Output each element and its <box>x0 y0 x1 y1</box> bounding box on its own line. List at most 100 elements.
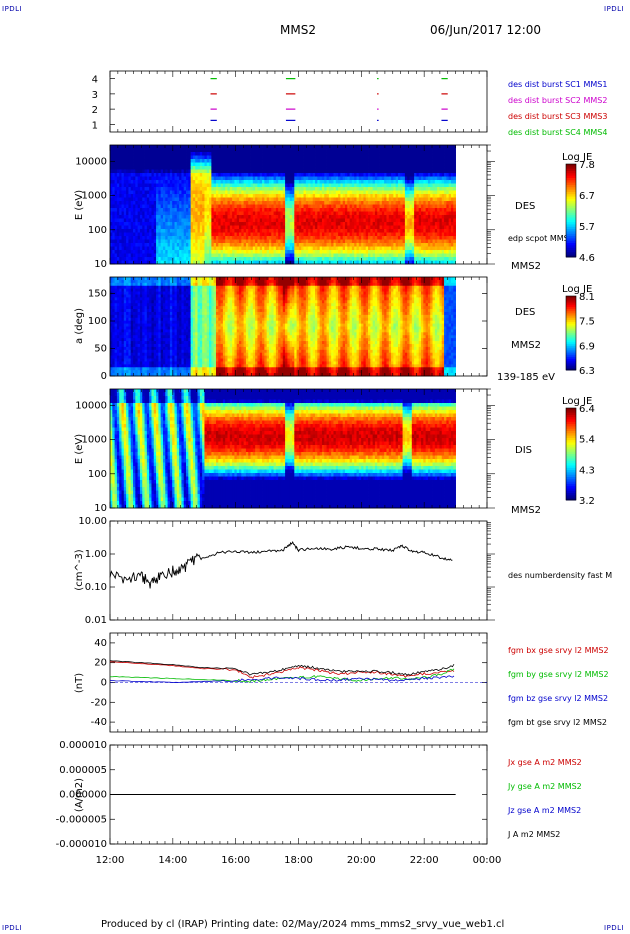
heatmap-cell <box>234 211 238 216</box>
heatmap-cell <box>271 222 274 226</box>
heatmap-cell <box>204 187 208 191</box>
heatmap-cell <box>340 173 344 177</box>
heatmap-cell <box>298 229 302 233</box>
heatmap-cell <box>126 260 129 265</box>
heatmap-cell <box>391 250 394 254</box>
heatmap-cell <box>188 236 192 240</box>
heatmap-cell <box>298 148 302 153</box>
heatmap-cell <box>234 250 238 254</box>
heatmap-cell <box>236 215 240 219</box>
heatmap-cell <box>151 257 155 261</box>
heatmap-cell <box>333 162 337 167</box>
heatmap-cell <box>340 232 344 237</box>
heatmap-cell <box>266 208 270 212</box>
heatmap-cell <box>310 236 314 240</box>
heatmap-cell <box>110 236 113 240</box>
heatmap-cell <box>245 173 249 177</box>
heatmap-cell <box>326 260 330 265</box>
heatmap-cell <box>305 190 309 195</box>
heatmap-cell <box>331 190 334 195</box>
heatmap-cell <box>167 218 171 223</box>
heatmap-cell <box>116 187 120 191</box>
heatmap-cell <box>358 155 362 160</box>
heatmap-cell <box>397 197 401 202</box>
heatmap-cell <box>146 155 150 160</box>
heatmap-cell <box>342 236 346 240</box>
heatmap-cell <box>202 243 205 247</box>
heatmap-cell <box>183 159 187 163</box>
heatmap-cell <box>370 180 374 184</box>
heatmap-cell <box>126 201 129 205</box>
heatmap-cell <box>126 222 129 226</box>
heatmap-cell <box>160 187 164 191</box>
heatmap-cell <box>335 145 339 149</box>
heatmap-cell <box>333 232 337 237</box>
heatmap-cell <box>414 215 417 219</box>
heatmap-cell <box>287 229 291 233</box>
heatmap-cell <box>257 155 261 160</box>
heatmap-cell <box>388 257 392 261</box>
heatmap-cell <box>421 257 424 261</box>
heatmap-cell <box>434 159 438 163</box>
heatmap-cell <box>386 152 390 156</box>
heatmap-cell <box>305 253 309 258</box>
heatmap-cell <box>315 187 318 191</box>
heatmap-cell <box>271 173 274 177</box>
heatmap-cell <box>338 250 341 254</box>
heatmap-cell <box>139 218 143 223</box>
heatmap-cell <box>400 250 403 254</box>
heatmap-cell <box>119 236 122 240</box>
heatmap-cell <box>421 197 424 202</box>
heatmap-cell <box>310 155 314 160</box>
heatmap-cell <box>186 246 189 251</box>
heatmap-cell <box>370 208 374 212</box>
heatmap-cell <box>280 169 284 174</box>
heatmap-cell <box>146 218 150 223</box>
heatmap-cell <box>275 211 279 216</box>
heatmap-cell <box>162 204 166 209</box>
heatmap-cell <box>338 257 341 261</box>
heatmap-cell <box>209 194 212 198</box>
heatmap-cell <box>227 159 231 163</box>
heatmap-cell <box>278 176 281 181</box>
heatmap-cell <box>153 176 157 181</box>
heatmap-cell <box>423 208 427 212</box>
heatmap-cell <box>190 187 194 191</box>
heatmap-cell <box>222 197 226 202</box>
heatmap-cell <box>195 155 198 160</box>
heatmap-cell <box>358 173 362 177</box>
heatmap-cell <box>149 253 152 258</box>
heatmap-cell <box>356 236 360 240</box>
heatmap-cell <box>301 260 304 265</box>
heatmap-cell <box>119 222 122 226</box>
heatmap-cell <box>119 211 122 216</box>
heatmap-cell <box>391 169 394 174</box>
heatmap-cell <box>308 194 311 198</box>
heatmap-cell <box>411 194 415 198</box>
heatmap-cell <box>319 215 323 219</box>
heatmap-cell <box>176 204 180 209</box>
heatmap-cell <box>386 187 390 191</box>
heatmap-cell <box>328 190 332 195</box>
heatmap-cell <box>365 239 369 244</box>
heatmap-cell <box>374 201 378 205</box>
heatmap-cell <box>204 218 208 223</box>
heatmap-cell <box>384 204 387 209</box>
heatmap-cell <box>351 201 355 205</box>
heatmap-cell <box>381 204 385 209</box>
heatmap-cell <box>308 145 311 149</box>
heatmap-cell <box>285 250 288 254</box>
heatmap-cell <box>430 159 433 163</box>
heatmap-cell <box>331 148 334 153</box>
heatmap-cell <box>421 232 424 237</box>
heatmap-cell <box>349 208 353 212</box>
heatmap-cell <box>372 152 376 156</box>
heatmap-cell <box>365 250 369 254</box>
heatmap-cell <box>349 166 353 170</box>
heatmap-cell <box>301 194 304 198</box>
heatmap-cell <box>199 162 203 167</box>
heatmap-cell <box>119 243 122 247</box>
heatmap-cell <box>298 201 302 205</box>
heatmap-cell <box>149 159 152 163</box>
heatmap-cell <box>144 260 148 265</box>
